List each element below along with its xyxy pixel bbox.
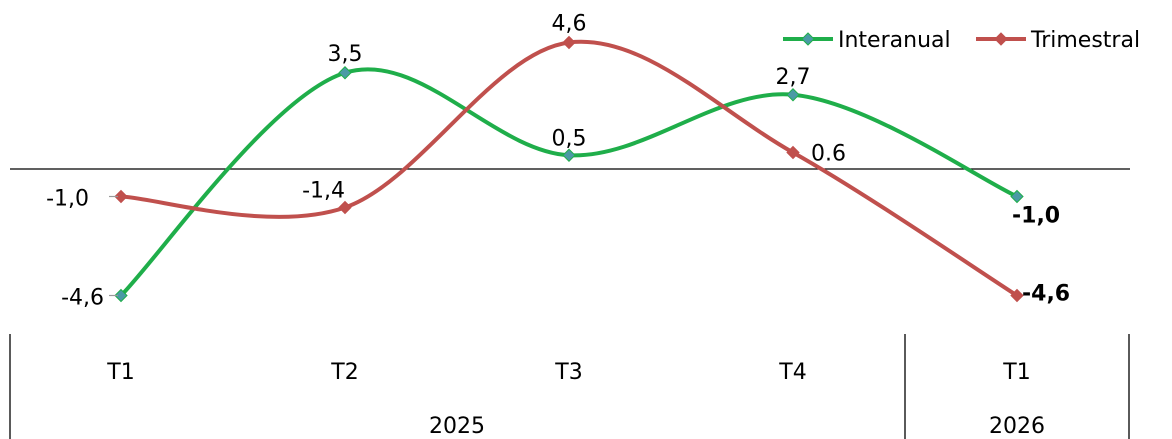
category-label-4: T4 <box>778 360 806 385</box>
trimestral-point-4 <box>786 145 800 160</box>
category-axis: T1 T2 T3 T4 T1 2025 2026 <box>9 334 1130 439</box>
trimestral-point-2 <box>338 200 352 215</box>
trimestral-data-label-3: 4,6 <box>552 12 587 37</box>
interanual-point-5 <box>1010 189 1024 204</box>
interanual-data-label-3: 0,5 <box>552 126 587 151</box>
interanual-data-label-4: 2,7 <box>776 65 811 90</box>
interanual-data-label-2: 3,5 <box>328 42 363 67</box>
year-label-2025: 2025 <box>429 414 485 439</box>
interanual-point-3 <box>562 148 576 162</box>
interanual-point-1 <box>114 288 128 303</box>
trimestral-data-label-1: -1,0 <box>46 187 89 212</box>
interanual-point-4 <box>786 88 800 102</box>
interanual-point-2 <box>338 66 352 80</box>
trimestral-data-label-4: 0.6 <box>811 142 846 167</box>
interanual-series-line <box>119 67 1019 298</box>
interanual-data-label-5: -1,0 <box>1012 204 1060 229</box>
legend-interanual-marker <box>801 32 815 46</box>
legend-trimestral-marker <box>994 32 1008 46</box>
trimestral-point-5 <box>1010 288 1024 303</box>
category-label-5: T1 <box>1002 360 1030 385</box>
trimestral-point-1 <box>114 189 128 204</box>
category-label-3: T3 <box>554 360 582 385</box>
trimestral-point-3 <box>562 35 576 50</box>
category-label-2: T2 <box>330 360 358 385</box>
category-label-1: T1 <box>106 360 134 385</box>
interanual-data-label-1: -4,6 <box>61 286 104 311</box>
legend-trimestral-label: Trimestral <box>1030 28 1140 53</box>
year-label-2026: 2026 <box>989 414 1045 439</box>
legend: Interanual Trimestral <box>783 28 1140 53</box>
trimestral-data-label-5: -4,6 <box>1022 282 1070 307</box>
legend-interanual-label: Interanual <box>838 28 951 53</box>
trimestral-data-label-2: -1,4 <box>302 179 345 204</box>
